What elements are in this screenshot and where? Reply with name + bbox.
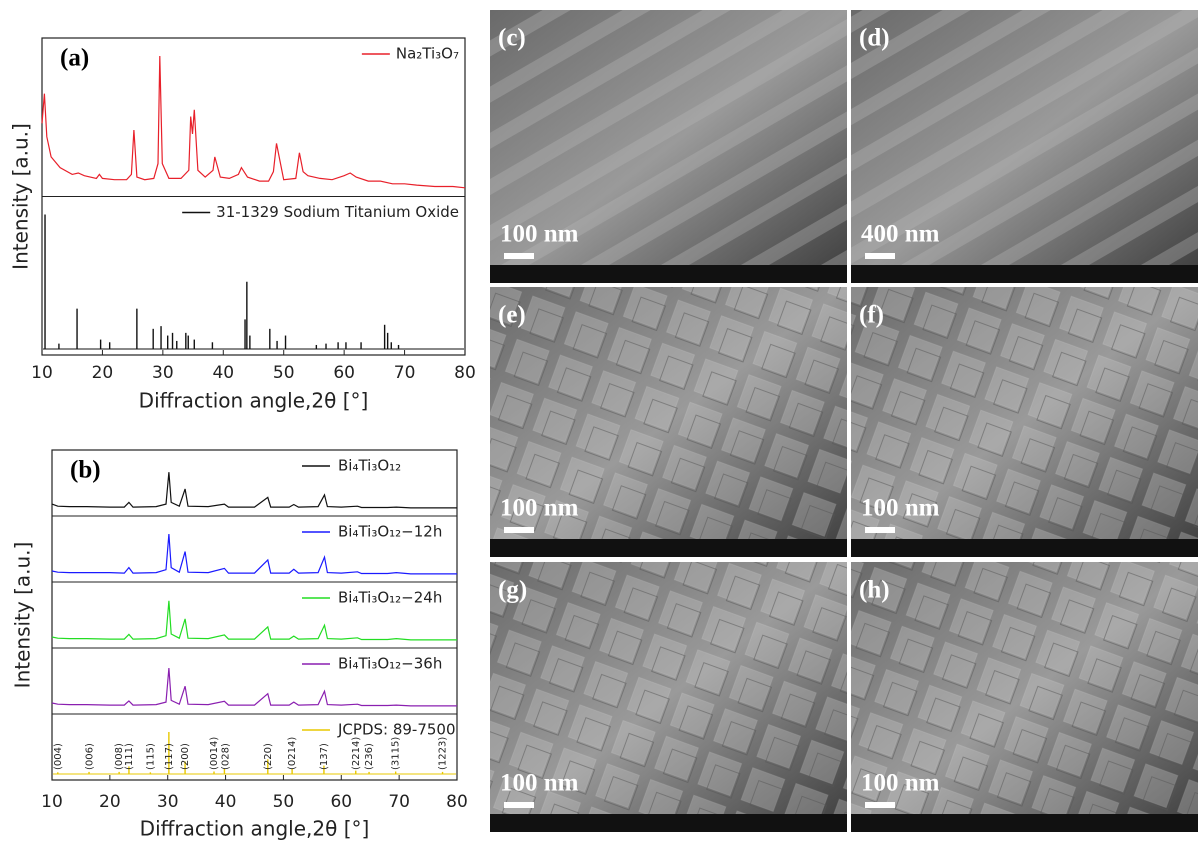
legend-label: Bi₄Ti₃O₁₂−36h [338, 655, 442, 673]
x-tick-label: 50 [273, 363, 295, 383]
legend-label: JCPDS: 89-7500 [337, 721, 456, 739]
info-bar [490, 539, 847, 557]
panel-label: (h) [859, 577, 890, 604]
scale-bar-label: 100 nm [500, 770, 579, 797]
legend-label: Bi₄Ti₃O₁₂−12h [338, 523, 442, 541]
pattern-line [52, 668, 457, 706]
hkl-label: (0014) [209, 737, 220, 770]
legend-label: Na₂Ti₃O₇ [396, 45, 459, 63]
legend-label: Bi₄Ti₃O₁₂−24h [338, 589, 442, 607]
hkl-label: (220) [263, 743, 274, 770]
panel-label: (a) [60, 45, 89, 72]
panel-label: (d) [859, 25, 890, 52]
x-tick-label: 20 [99, 792, 121, 812]
scale-bar [865, 802, 895, 808]
panel-label: (f) [859, 302, 884, 329]
legend-label: 31-1329 Sodium Titanium Oxide [216, 203, 459, 221]
hkl-label: (200) [180, 743, 191, 770]
scale-bar [865, 253, 895, 259]
pattern-line [52, 472, 457, 508]
figure: Na₂Ti₃O₇ 31-1329 Sodium Titanium Oxide 10 2… [0, 0, 1200, 841]
hkl-label: (004) [53, 743, 64, 770]
scale-bar-label: 100 nm [500, 495, 579, 522]
x-tick-label: 60 [330, 792, 352, 812]
legend-label: Bi₄Ti₃O₁₂ [338, 457, 401, 475]
panel-label: (b) [70, 457, 101, 484]
x-tick-label: 80 [446, 792, 468, 812]
info-bar [851, 265, 1198, 283]
hkl-label: (236) [364, 743, 375, 770]
hkl-label: (028) [221, 743, 232, 770]
scale-bar [504, 802, 534, 808]
x-tick-label: 50 [273, 792, 295, 812]
scale-bar [504, 253, 534, 259]
x-tick-label: 20 [92, 363, 114, 383]
pattern-line [52, 601, 457, 640]
x-tick-label: 40 [215, 792, 237, 812]
panel-label: (g) [498, 577, 527, 604]
hkl-label: (0214) [287, 737, 298, 770]
info-bar [490, 814, 847, 832]
panel-label: (e) [498, 302, 526, 329]
x-tick-label: 10 [31, 363, 53, 383]
x-tick-label: 30 [157, 792, 179, 812]
scale-bar-label: 100 nm [861, 495, 940, 522]
info-bar [851, 814, 1198, 832]
y-axis-title: Intensity [a.u.] [9, 123, 33, 270]
x-axis-title: Diffraction angle,2θ [°] [139, 389, 369, 413]
x-tick-label: 10 [41, 792, 63, 812]
scale-bar [865, 527, 895, 533]
scale-bar [504, 527, 534, 533]
figure-canvas: Na₂Ti₃O₇ 31-1329 Sodium Titanium Oxide 10 2… [0, 0, 1200, 841]
info-bar [490, 265, 847, 283]
x-tick-label: 60 [333, 363, 355, 383]
hkl-label: (111) [124, 743, 135, 770]
y-axis-title: Intensity [a.u.] [11, 542, 35, 689]
scale-bar-label: 100 nm [861, 770, 940, 797]
x-tick-label: 70 [388, 792, 410, 812]
hkl-label: (3115) [391, 737, 402, 770]
scale-bar-label: 100 nm [500, 221, 579, 248]
hkl-label: (1223) [438, 737, 449, 770]
hkl-label: (115) [145, 743, 156, 770]
x-tick-label: 30 [152, 363, 174, 383]
info-bar [851, 539, 1198, 557]
panel-label: (c) [498, 25, 526, 52]
hkl-label: (006) [85, 743, 96, 770]
hkl-label: (117) [164, 743, 175, 770]
x-tick-label: 80 [454, 363, 476, 383]
x-tick-label: 70 [394, 363, 416, 383]
scale-bar-label: 400 nm [861, 221, 940, 248]
hkl-label: (137) [319, 743, 330, 770]
pattern-line [42, 56, 465, 188]
hkl-label: (2214) [351, 737, 362, 770]
x-axis-title: Diffraction angle,2θ [°] [140, 817, 370, 841]
x-tick-label: 40 [212, 363, 234, 383]
